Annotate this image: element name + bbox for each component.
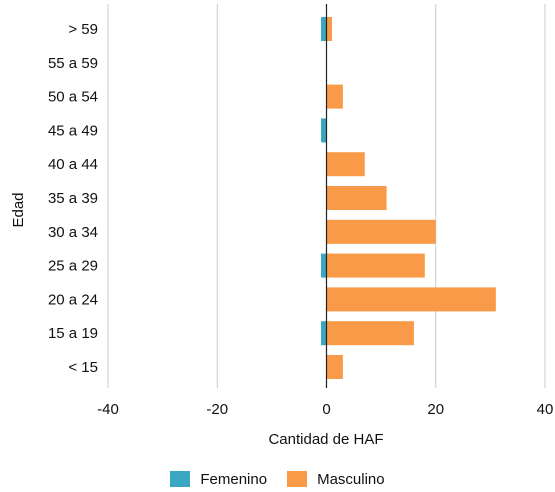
bar-masculino [326, 253, 425, 278]
legend-item-femenino: Femenino [170, 471, 267, 488]
x-tick-labels: -40 -20 0 20 40 [97, 401, 553, 418]
y-tick-labels: > 59 55 a 59 50 a 54 45 a 49 40 a 44 35 a 39 3… [48, 21, 98, 376]
legend-swatch-femenino [170, 471, 191, 487]
population-pyramid-chart: > 59 55 a 59 50 a 54 45 a 49 40 a 44 35 a 39 3… [10, 4, 553, 448]
y-tick-label: 35 a 39 [48, 190, 98, 207]
y-tick-label: 20 a 24 [48, 291, 98, 308]
bar-femenino [321, 253, 327, 278]
x-tick-label: -20 [206, 401, 228, 418]
legend-swatch-masculino [287, 471, 308, 487]
bar-masculino [326, 355, 343, 379]
y-tick-label: 15 a 19 [48, 325, 98, 342]
bar-masculino [326, 287, 496, 312]
legend: Femenino Masculino [0, 466, 555, 492]
bar-masculino [326, 186, 387, 210]
y-tick-label: 25 a 29 [48, 258, 98, 275]
gridlines [107, 4, 546, 388]
legend-label-femenino: Femenino [200, 470, 268, 488]
x-tick-label: 0 [322, 401, 330, 418]
y-tick-label: 50 a 54 [48, 89, 98, 106]
y-tick-label: 55 a 59 [48, 55, 98, 72]
x-tick-label: 40 [537, 401, 554, 418]
bar-masculino [326, 84, 343, 109]
y-tick-label: 30 a 34 [48, 224, 98, 241]
y-tick-label: > 59 [68, 21, 98, 38]
bars [321, 17, 496, 379]
bar-femenino [321, 118, 327, 143]
bar-femenino [321, 17, 327, 41]
y-tick-label: 40 a 44 [48, 156, 98, 173]
legend-label-masculino: Masculino [317, 470, 385, 488]
bar-masculino [326, 219, 436, 244]
x-tick-label: 20 [427, 401, 444, 418]
bar-femenino [321, 321, 327, 346]
bar-masculino [326, 152, 365, 177]
x-axis-title: Cantidad de HAF [268, 431, 383, 448]
bar-masculino [326, 321, 414, 346]
x-tick-label: -40 [97, 401, 119, 418]
y-axis-title: Edad [10, 192, 27, 227]
y-tick-label: < 15 [68, 359, 98, 376]
y-tick-label: 45 a 49 [48, 122, 98, 139]
bar-masculino [326, 17, 332, 41]
legend-item-masculino: Masculino [287, 471, 385, 488]
